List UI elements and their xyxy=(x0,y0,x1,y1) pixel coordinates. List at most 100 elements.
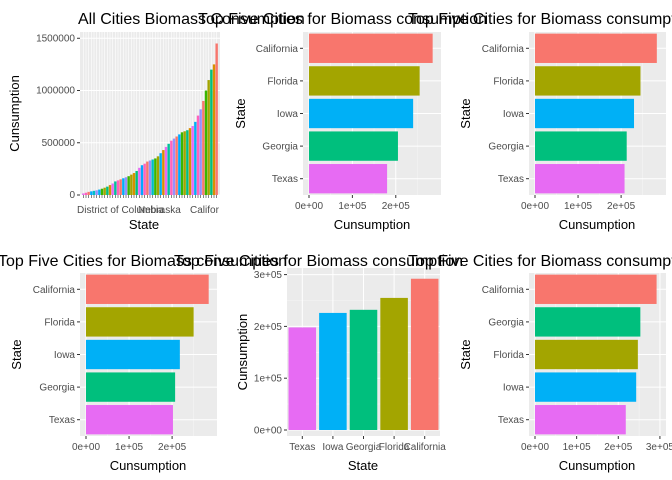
y-tick-label: Texas xyxy=(498,415,524,426)
bar xyxy=(535,131,627,161)
bar xyxy=(84,192,88,195)
x-tick-label: 0e+00 xyxy=(295,201,324,212)
x-tick-label: 2e+05 xyxy=(604,442,633,453)
y-tick-label: Florida xyxy=(44,317,75,328)
chart-panel-4: Texas Georgia Iowa Florida California 0e+00 1e… xyxy=(9,273,217,473)
bar xyxy=(132,173,136,195)
bar xyxy=(535,66,641,96)
x-axis-title: State xyxy=(129,217,159,232)
bar xyxy=(148,160,152,195)
bar xyxy=(82,193,85,195)
bar xyxy=(212,64,216,196)
bar xyxy=(130,174,133,195)
bar xyxy=(194,121,197,195)
chart-panel-1: 0 500000 1000000 1500000 District of Columbi… xyxy=(7,32,220,232)
bar xyxy=(380,297,408,430)
bar xyxy=(164,146,168,195)
bar xyxy=(210,69,213,195)
y-tick-label: Iowa xyxy=(277,109,299,120)
x-tick-label: Nebraska xyxy=(138,205,181,216)
bar xyxy=(86,274,209,304)
bar xyxy=(207,80,210,195)
x-axis-title: State xyxy=(348,458,378,473)
bar xyxy=(535,339,638,370)
x-tick-label: Iowa xyxy=(322,442,344,453)
bar xyxy=(196,115,200,195)
bar xyxy=(138,167,141,195)
bar xyxy=(140,165,144,195)
x-tick-label: Georgia xyxy=(346,442,382,453)
x-tick-label: 1e+05 xyxy=(564,201,593,212)
chart-title: All Cities Biomass Consumption xyxy=(78,11,305,28)
bar xyxy=(143,163,146,195)
bar xyxy=(186,130,189,195)
y-tick-label: Iowa xyxy=(54,350,76,361)
x-axis-title: Cunsumption xyxy=(110,458,187,473)
y-axis-title: Cunsumption xyxy=(7,75,22,152)
bar xyxy=(167,143,170,195)
x-tick-label: Califor xyxy=(190,205,220,216)
bar xyxy=(410,278,439,430)
y-tick-label: 2e+05 xyxy=(254,322,283,333)
bar xyxy=(288,327,317,430)
x-tick-label: 2e+05 xyxy=(158,442,187,453)
bar xyxy=(172,138,176,195)
y-tick-label: Florida xyxy=(493,76,524,87)
y-tick-label: Georgia xyxy=(488,142,524,153)
bar xyxy=(319,312,347,430)
bar xyxy=(95,190,98,195)
y-tick-label: Iowa xyxy=(503,383,525,394)
y-tick-label: California xyxy=(482,44,525,55)
y-tick-label: 0e+00 xyxy=(254,426,283,437)
bar xyxy=(309,98,414,129)
x-tick-label: 1e+05 xyxy=(563,442,592,453)
y-tick-label: Iowa xyxy=(503,109,525,120)
chart-title: Top Five Cities for Biomass consumption xyxy=(408,253,672,270)
y-tick-label: 1e+05 xyxy=(254,374,283,385)
bar xyxy=(170,140,173,195)
bar xyxy=(119,179,122,195)
bar xyxy=(151,159,154,195)
bar xyxy=(535,372,637,402)
y-axis-title: State xyxy=(9,339,24,369)
y-tick-label: Georgia xyxy=(488,317,524,328)
y-tick-label: California xyxy=(482,285,525,296)
bar xyxy=(309,164,388,194)
bar xyxy=(86,372,176,402)
y-tick-label: 1500000 xyxy=(36,33,75,44)
x-tick-label: Florida xyxy=(379,442,410,453)
bar xyxy=(124,177,128,195)
bar xyxy=(183,131,186,195)
x-tick-label: Texas xyxy=(289,442,315,453)
bar xyxy=(111,183,114,195)
x-tick-label: 0e+00 xyxy=(521,442,550,453)
y-tick-label: Florida xyxy=(267,76,298,87)
bar xyxy=(215,43,218,195)
y-tick-label: Georgia xyxy=(262,142,298,153)
bar xyxy=(98,189,101,195)
x-axis-title: Cunsumption xyxy=(334,217,411,232)
x-tick-label: District of Columbia xyxy=(77,205,164,216)
bar xyxy=(175,136,178,195)
bar xyxy=(108,185,112,195)
bar xyxy=(87,191,90,195)
bar xyxy=(188,128,192,195)
bar xyxy=(86,339,180,370)
bar xyxy=(309,131,398,161)
bar xyxy=(156,156,160,195)
x-tick-label: 0e+00 xyxy=(72,442,101,453)
bar xyxy=(535,164,625,194)
bar xyxy=(535,307,641,337)
chart-title: Top Five Cities for Biomass consumption xyxy=(408,11,672,28)
bar xyxy=(349,309,378,430)
bar xyxy=(103,187,106,195)
x-tick-label: California xyxy=(404,442,447,453)
chart-panel-3: Texas Georgia Iowa Florida California 0e+00 1e… xyxy=(458,32,666,232)
chart-title: Top Five Cities for Biomass consumption xyxy=(198,11,487,28)
bar xyxy=(86,307,194,337)
bar xyxy=(180,132,184,195)
bar xyxy=(100,188,104,195)
bar xyxy=(202,100,205,195)
